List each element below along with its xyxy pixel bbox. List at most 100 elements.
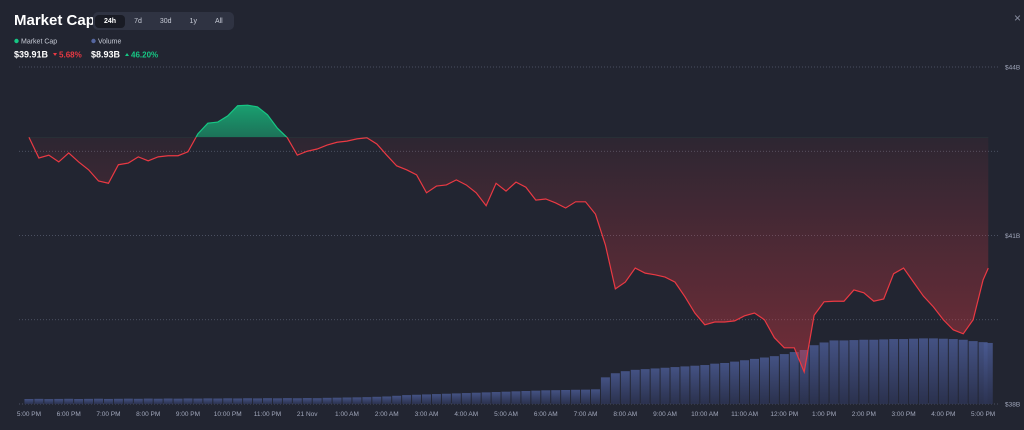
volume-bar [94, 398, 104, 404]
volume-bar [531, 390, 541, 404]
x-tick-label: 9:00 AM [653, 411, 677, 418]
change-value: 5.68% [59, 51, 82, 60]
x-tick-label: 6:00 PM [57, 411, 81, 418]
range-tab[interactable]: 1y [189, 17, 197, 25]
volume-bar [640, 369, 650, 404]
x-tick-label: 3:00 AM [415, 411, 439, 418]
range-tab[interactable]: 24h [95, 14, 126, 28]
volume-bar [312, 398, 322, 404]
range-tab[interactable]: 30d [159, 17, 172, 25]
volume-bar [44, 399, 54, 404]
volume-bar [203, 398, 213, 404]
y-tick-label: $41B [1005, 233, 1020, 240]
volume-bar [899, 339, 909, 404]
volume-bar [302, 398, 312, 404]
x-tick-label: 8:00 PM [136, 411, 160, 418]
change-value: 46.20% [131, 51, 158, 60]
volume-bar [541, 390, 551, 404]
volume-bar [163, 398, 173, 404]
volume-bar [292, 398, 302, 404]
summary-value: $39.91B [14, 50, 49, 60]
volume-bar [819, 342, 829, 404]
volume-bar [938, 338, 948, 404]
x-tick-label: 7:00 PM [96, 411, 120, 418]
y-tick-label: $44B [1005, 65, 1020, 72]
volume-bar [362, 397, 372, 404]
range-tabs: 24h 7d 30d 1y All [93, 12, 234, 30]
volume-bar [332, 397, 342, 404]
volume-bar [710, 363, 720, 404]
volume-bar [650, 368, 660, 404]
volume-bar [342, 397, 352, 404]
volume-bar [610, 373, 620, 404]
volume-bar [749, 358, 759, 404]
area-down [28, 137, 989, 372]
volume-bar [700, 365, 710, 404]
change-arrow [53, 53, 58, 56]
volume-bar [441, 393, 451, 404]
volume-bar [461, 393, 471, 404]
volume-bar [74, 399, 84, 404]
volume-bar [978, 342, 988, 404]
x-tick-label: 21 Nov [297, 411, 318, 418]
volume-bar [382, 396, 392, 404]
volume-bar [809, 345, 819, 404]
volume-bar [54, 398, 64, 404]
area-up [28, 105, 989, 138]
volume-bar [451, 393, 461, 404]
volume-bar [859, 339, 869, 404]
volume-bar [551, 390, 561, 404]
volume-bar [690, 365, 700, 404]
volume-bar [193, 398, 203, 404]
x-tick-label: 1:00 AM [335, 411, 359, 418]
x-tick-label: 10:00 PM [214, 411, 242, 418]
volume-bar [571, 389, 581, 404]
x-tick-label: 2:00 AM [375, 411, 399, 418]
x-tick-label: 11:00 AM [731, 411, 758, 418]
volume-bar [581, 389, 591, 404]
volume-bar [779, 354, 789, 404]
volume-bar [133, 398, 143, 404]
close-button[interactable]: × [1014, 11, 1022, 25]
volume-bar [24, 399, 34, 404]
volume-bar [918, 338, 928, 404]
volume-bar [422, 394, 432, 404]
volume-bar [233, 398, 243, 404]
volume-bar [282, 398, 292, 404]
volume-bar [213, 398, 223, 404]
volume-bar [928, 338, 938, 404]
range-tab[interactable]: 7d [134, 17, 142, 25]
range-tab[interactable]: All [214, 17, 223, 25]
volume-bar [968, 341, 978, 404]
volume-bar [173, 398, 183, 404]
volume-bar [471, 392, 481, 404]
volume-bar [730, 361, 740, 404]
volume-bar [412, 394, 422, 404]
x-tick-label: 8:00 AM [613, 411, 637, 418]
y-tick-label: $38B [1005, 402, 1020, 409]
volume-bar [491, 392, 501, 404]
x-tick-label: 7:00 AM [574, 411, 598, 418]
volume-bar [590, 389, 600, 404]
volume-bar [769, 356, 779, 404]
volume-bar [620, 371, 630, 404]
volume-bar [352, 397, 362, 404]
volume-bar [909, 338, 919, 404]
volume-bar [660, 367, 670, 404]
volume-bar [223, 398, 233, 404]
x-tick-label: 10:00 AM [691, 411, 718, 418]
volume-bar [183, 398, 193, 404]
x-tick-label: 3:00 PM [891, 411, 915, 418]
volume-bar [322, 397, 332, 404]
x-tick-label: 2:00 PM [852, 411, 876, 418]
volume-bar [34, 398, 44, 404]
volume-bar [561, 389, 571, 404]
x-tick-label: 5:00 PM [17, 411, 41, 418]
volume-bar [839, 340, 849, 404]
volume-bar [262, 398, 272, 404]
volume-bar [600, 377, 610, 404]
volume-bar [84, 398, 94, 404]
volume-bar [501, 391, 511, 404]
